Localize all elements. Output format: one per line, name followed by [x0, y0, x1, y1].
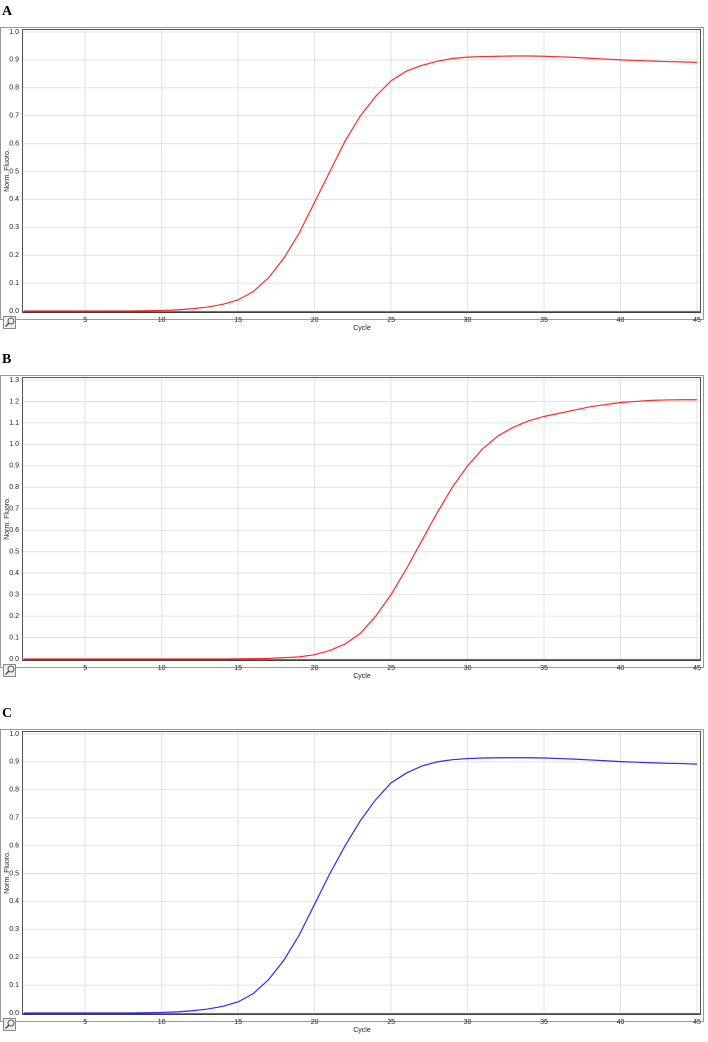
- y-tick-label: 0.3: [9, 926, 19, 933]
- y-tick-label: 0.6: [9, 140, 19, 147]
- plot-area: [22, 377, 701, 661]
- panel-label: B: [2, 352, 11, 367]
- y-tick-label: 0.0: [9, 308, 19, 315]
- x-tick-label: 35: [540, 665, 548, 672]
- y-axis-title: Norm. Fluoro.: [4, 149, 11, 192]
- y-tick-label: 0.1: [9, 280, 19, 287]
- y-tick-label: 0.6: [9, 527, 19, 534]
- zoom-icon-handle: [4, 670, 10, 676]
- x-tick-label: 40: [617, 665, 625, 672]
- zoom-icon-lens: [7, 665, 15, 673]
- y-tick-label: 1.0: [9, 441, 19, 448]
- y-tick-label: 0.2: [9, 252, 19, 259]
- y-tick-label: 0.7: [9, 815, 19, 822]
- zoom-icon-handle: [4, 322, 10, 328]
- y-tick-label: 0.5: [9, 870, 19, 877]
- x-axis-title: Cycle: [353, 1027, 371, 1034]
- x-tick-label: 15: [234, 317, 242, 324]
- y-tick-label: 0.8: [9, 85, 19, 92]
- y-tick-label: 0.8: [9, 484, 19, 491]
- y-tick-label: 0.5: [9, 168, 19, 175]
- y-tick-label: 0.4: [9, 570, 19, 577]
- panel-label: C: [2, 706, 12, 721]
- x-tick-label: 10: [158, 1019, 166, 1026]
- y-tick-label: 1.1: [9, 420, 19, 427]
- x-tick-label: 5: [83, 665, 87, 672]
- zoom-icon-handle: [4, 1024, 10, 1030]
- y-tick-label: 0.3: [9, 224, 19, 231]
- x-tick-label: 45: [693, 665, 701, 672]
- y-tick-label: 0.9: [9, 463, 19, 470]
- x-tick-label: 10: [158, 317, 166, 324]
- y-tick-label: 0.8: [9, 787, 19, 794]
- y-tick-label: 1.0: [9, 731, 19, 738]
- y-tick-label: 0.4: [9, 898, 19, 905]
- x-tick-label: 25: [387, 665, 395, 672]
- x-tick-label: 10: [158, 665, 166, 672]
- x-tick-label: 20: [311, 317, 319, 324]
- chart-panel: C 0.0 0.1 0.2 0.3 0.4 0.5 0.6 0.7 0.8 0.9 1.0 5 10 15 2…: [0, 706, 704, 1034]
- x-tick-label: 45: [693, 317, 701, 324]
- x-tick-label: 20: [311, 665, 319, 672]
- y-axis-title: Norm. Fluoro.: [4, 497, 11, 540]
- x-axis-title: Cycle: [353, 325, 371, 332]
- x-tick-label: 40: [617, 317, 625, 324]
- y-tick-label: 0.5: [9, 549, 19, 556]
- x-tick-label: 25: [387, 1019, 395, 1026]
- y-tick-label: 0.2: [9, 613, 19, 620]
- y-tick-label: 0.1: [9, 982, 19, 989]
- x-tick-label: 35: [540, 1019, 548, 1026]
- x-tick-label: 30: [464, 1019, 472, 1026]
- x-tick-label: 25: [387, 317, 395, 324]
- y-tick-label: 0.9: [9, 57, 19, 64]
- y-tick-label: 0.9: [9, 759, 19, 766]
- x-tick-label: 45: [693, 1019, 701, 1026]
- x-tick-label: 5: [83, 317, 87, 324]
- zoom-icon-lens: [7, 1019, 15, 1027]
- y-tick-label: 0.2: [9, 954, 19, 961]
- y-tick-label: 1.3: [9, 377, 19, 384]
- y-tick-label: 0.0: [9, 1010, 19, 1017]
- y-tick-label: 0.3: [9, 591, 19, 598]
- y-tick-label: 0.7: [9, 506, 19, 513]
- chart-panel: B 0.0 0.1 0.2 0.3 0.4 0.5 0.6 0.7 0.8 0.9 1.0 1.1 1.2…: [0, 352, 704, 680]
- x-tick-label: 20: [311, 1019, 319, 1026]
- x-axis-title: Cycle: [353, 673, 371, 680]
- zoom-icon-lens: [7, 317, 15, 325]
- panel-label: A: [2, 4, 13, 19]
- x-tick-label: 35: [540, 317, 548, 324]
- y-tick-label: 0.1: [9, 634, 19, 641]
- y-axis-title: Norm. Fluoro.: [4, 851, 11, 894]
- chart-panel: A 0.0 0.1 0.2 0.3 0.4 0.5 0.6 0.7 0.8 0.9 1.0 5 10 15 2…: [0, 4, 704, 332]
- x-tick-label: 5: [83, 1019, 87, 1026]
- x-tick-label: 30: [464, 665, 472, 672]
- x-tick-label: 15: [234, 665, 242, 672]
- y-tick-label: 1.2: [9, 398, 19, 405]
- y-tick-label: 0.4: [9, 196, 19, 203]
- amplification-curve: [24, 399, 697, 660]
- x-tick-label: 40: [617, 1019, 625, 1026]
- y-tick-label: 0.7: [9, 113, 19, 120]
- y-tick-label: 0.6: [9, 842, 19, 849]
- amplification-curve: [24, 55, 698, 312]
- y-tick-label: 1.0: [9, 29, 19, 36]
- x-tick-label: 15: [234, 1019, 242, 1026]
- amplification-curve: [24, 757, 698, 1014]
- y-tick-label: 0.0: [9, 656, 19, 663]
- x-tick-label: 30: [464, 317, 472, 324]
